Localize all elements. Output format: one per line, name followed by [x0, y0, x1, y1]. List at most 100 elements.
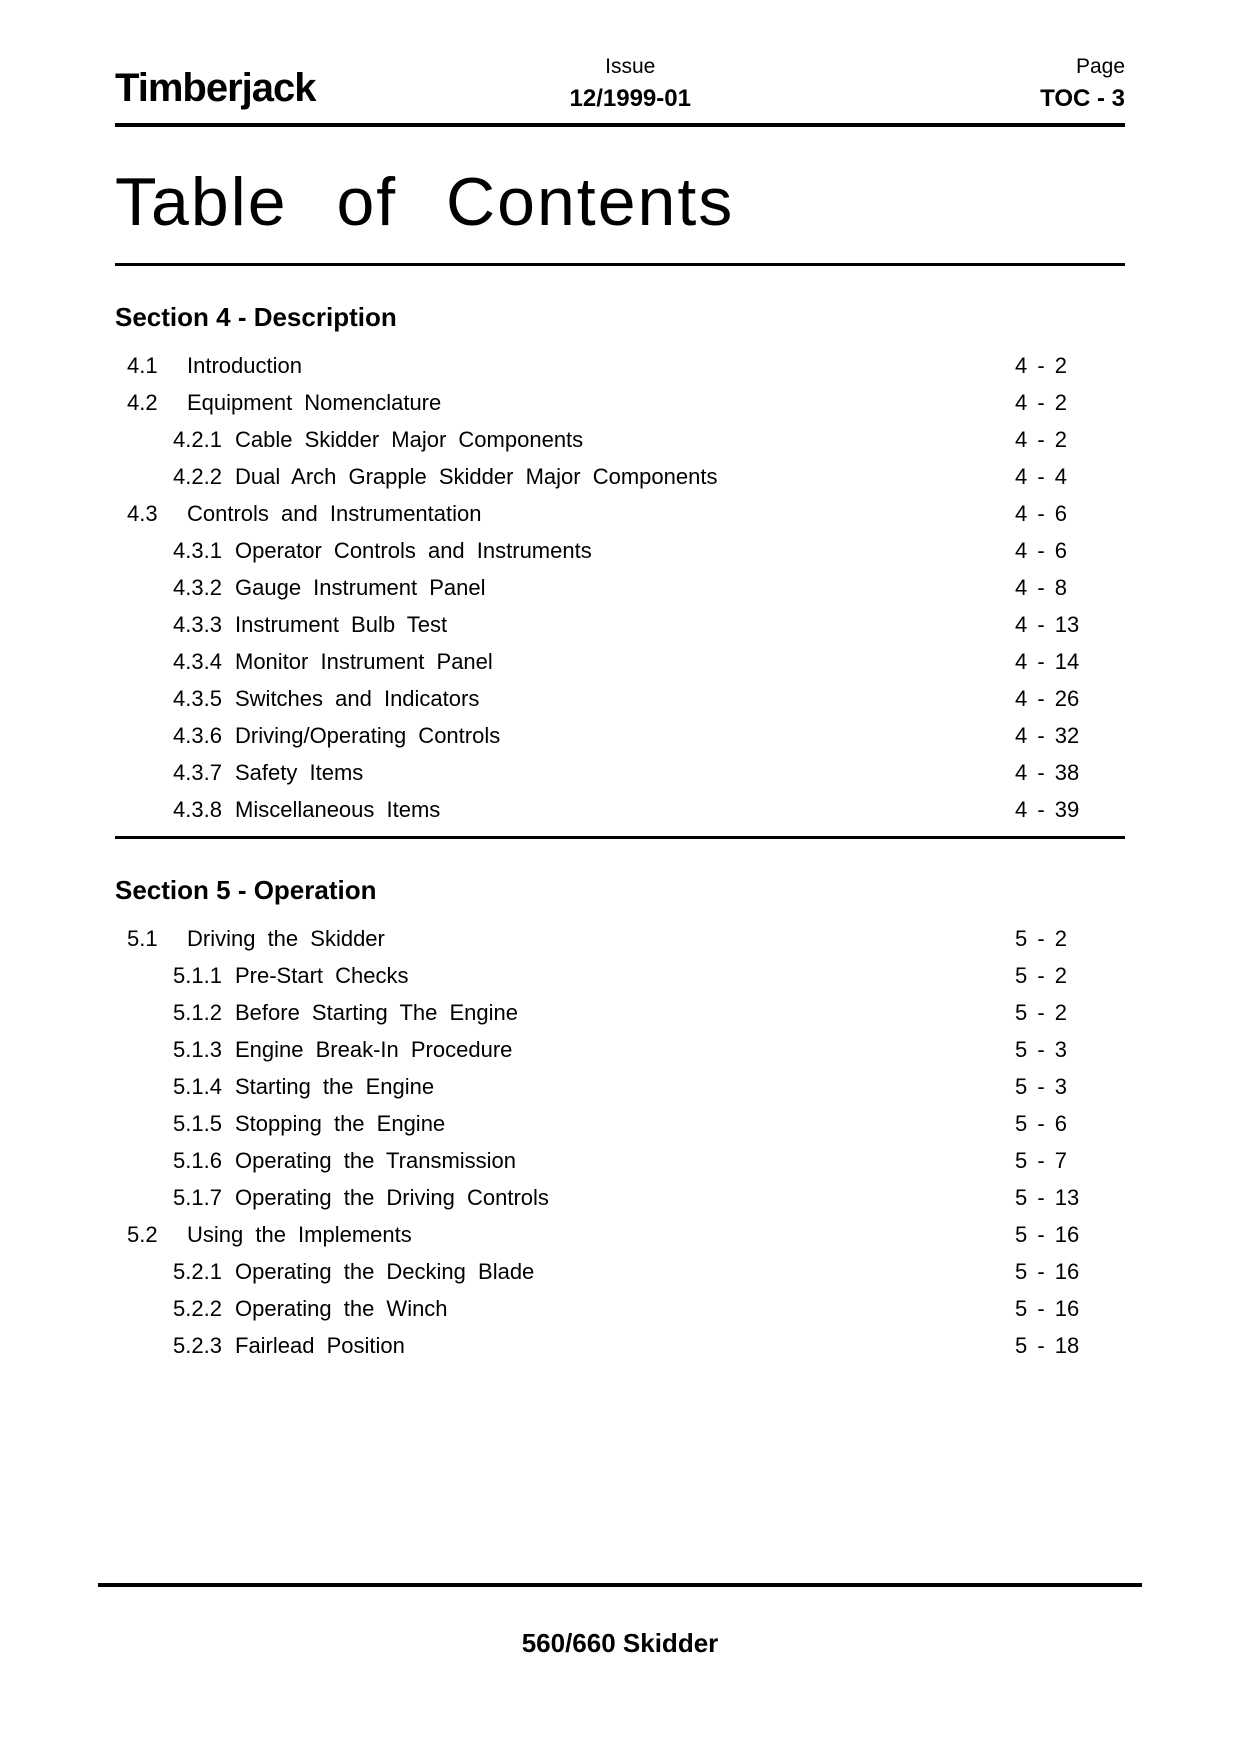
toc-entry-page: 5 - 2: [1015, 928, 1125, 950]
toc-entry-number: 5.1.7: [115, 1187, 235, 1209]
toc-entry-text: Pre-Start Checks: [235, 965, 1015, 987]
toc-list: 5.1Driving the Skidder5 - 2 5.1.1Pre-Star…: [115, 928, 1125, 1357]
toc-entry-number: 4.3: [115, 503, 187, 525]
toc-entry-number: 5.1.5: [115, 1113, 235, 1135]
toc-entry-number: 5.2: [115, 1224, 187, 1246]
toc-entry-number: 5.2.1: [115, 1261, 235, 1283]
toc-entry-page: 4 - 32: [1015, 725, 1125, 747]
toc-row: 4.3.6Driving/Operating Controls4 - 32: [115, 725, 1125, 747]
toc-entry-number: 4.3.1: [115, 540, 235, 562]
toc-entry-number: 4.2.2: [115, 466, 235, 488]
toc-entry-page: 4 - 2: [1015, 355, 1125, 377]
toc-entry-page: 5 - 18: [1015, 1335, 1125, 1357]
toc-entry-page: 4 - 6: [1015, 540, 1125, 562]
toc-entry-text: Operating the Winch: [235, 1298, 1015, 1320]
toc-entry-text: Switches and Indicators: [235, 688, 1015, 710]
toc-row: 4.2.1Cable Skidder Major Components4 - 2: [115, 429, 1125, 451]
toc-entry-page: 4 - 8: [1015, 577, 1125, 599]
toc-row: 5.1.1Pre-Start Checks5 - 2: [115, 965, 1125, 987]
toc-row: 4.3.3Instrument Bulb Test4 - 13: [115, 614, 1125, 636]
toc-entry-text: Fairlead Position: [235, 1335, 1015, 1357]
toc-entry-page: 5 - 2: [1015, 965, 1125, 987]
toc-entry-text: Before Starting The Engine: [235, 1002, 1015, 1024]
toc-entry-page: 5 - 3: [1015, 1076, 1125, 1098]
toc-row: 5.1.6Operating the Transmission5 - 7: [115, 1150, 1125, 1172]
toc-entry-text: Operating the Transmission: [235, 1150, 1015, 1172]
toc-entry-number: 5.2.3: [115, 1335, 235, 1357]
toc-row: 4.3.5Switches and Indicators4 - 26: [115, 688, 1125, 710]
toc-entry-number: 4.2: [115, 392, 187, 414]
toc-entry-text: Engine Break-In Procedure: [235, 1039, 1015, 1061]
toc-row: 5.1.5Stopping the Engine5 - 6: [115, 1113, 1125, 1135]
toc-row: 5.1Driving the Skidder5 - 2: [115, 928, 1125, 950]
toc-row: 4.3.8Miscellaneous Items4 - 39: [115, 799, 1125, 821]
toc-entry-text: Introduction: [187, 355, 1015, 377]
page-header: Timberjack Issue 12/1999-01 Page TOC - 3: [115, 55, 1125, 123]
toc-entry-number: 4.3.7: [115, 762, 235, 784]
toc-entry-text: Gauge Instrument Panel: [235, 577, 1015, 599]
toc-entry-number: 5.1.3: [115, 1039, 235, 1061]
toc-entry-number: 5.1.4: [115, 1076, 235, 1098]
toc-entry-page: 5 - 6: [1015, 1113, 1125, 1135]
toc-entry-number: 4.1: [115, 355, 187, 377]
toc-entry-text: Instrument Bulb Test: [235, 614, 1015, 636]
toc-row: 5.1.3Engine Break-In Procedure5 - 3: [115, 1039, 1125, 1061]
toc-entry-page: 5 - 16: [1015, 1298, 1125, 1320]
toc-entry-page: 4 - 38: [1015, 762, 1125, 784]
toc-entry-number: 5.1.6: [115, 1150, 235, 1172]
toc-entry-text: Driving the Skidder: [187, 928, 1015, 950]
title-rule: [115, 263, 1125, 266]
toc-entry-number: 4.3.6: [115, 725, 235, 747]
toc-entry-text: Miscellaneous Items: [235, 799, 1015, 821]
toc-row: 4.2.2Dual Arch Grapple Skidder Major Com…: [115, 466, 1125, 488]
toc-entry-number: 4.3.5: [115, 688, 235, 710]
toc-row: 5.1.2Before Starting The Engine5 - 2: [115, 1002, 1125, 1024]
toc-row: 5.2.3Fairlead Position5 - 18: [115, 1335, 1125, 1357]
toc-entry-number: 4.3.8: [115, 799, 235, 821]
toc-row: 4.3Controls and Instrumentation4 - 6: [115, 503, 1125, 525]
toc-row: 5.1.4Starting the Engine5 - 3: [115, 1076, 1125, 1098]
toc-row: 4.3.4Monitor Instrument Panel4 - 14: [115, 651, 1125, 673]
toc-entry-text: Driving/Operating Controls: [235, 725, 1015, 747]
toc-entry-text: Stopping the Engine: [235, 1113, 1015, 1135]
page-title: Table of Contents: [115, 163, 1125, 241]
section-heading: Section 5 - Operation: [115, 875, 1125, 906]
toc-entry-page: 4 - 14: [1015, 651, 1125, 673]
toc-entry-text: Equipment Nomenclature: [187, 392, 1015, 414]
toc-entry-number: 5.1.1: [115, 965, 235, 987]
header-page-block: Page TOC - 3: [945, 55, 1125, 113]
toc-entry-page: 4 - 13: [1015, 614, 1125, 636]
section-divider: [115, 836, 1125, 839]
toc-row: 4.3.7Safety Items4 - 38: [115, 762, 1125, 784]
toc-entry-page: 5 - 16: [1015, 1261, 1125, 1283]
footer-text: 560/660 Skidder: [0, 1628, 1240, 1659]
toc-entry-text: Dual Arch Grapple Skidder Major Componen…: [235, 466, 1015, 488]
toc-entry-text: Safety Items: [235, 762, 1015, 784]
header-issue-block: Issue 12/1999-01: [316, 55, 946, 113]
toc-row: 4.3.2Gauge Instrument Panel4 - 8: [115, 577, 1125, 599]
toc-entry-text: Cable Skidder Major Components: [235, 429, 1015, 451]
toc-entry-text: Operating the Driving Controls: [235, 1187, 1015, 1209]
toc-entry-text: Operator Controls and Instruments: [235, 540, 1015, 562]
toc-entry-page: 4 - 26: [1015, 688, 1125, 710]
toc-row: 5.2.2Operating the Winch5 - 16: [115, 1298, 1125, 1320]
page-value: TOC - 3: [945, 85, 1125, 113]
toc-list: 4.1Introduction4 - 24.2Equipment Nomencl…: [115, 355, 1125, 821]
toc-entry-number: 4.2.1: [115, 429, 235, 451]
toc-row: 4.1Introduction4 - 2: [115, 355, 1125, 377]
page: Timberjack Issue 12/1999-01 Page TOC - 3…: [0, 0, 1240, 1357]
toc-entry-page: 5 - 7: [1015, 1150, 1125, 1172]
toc-entry-page: 4 - 39: [1015, 799, 1125, 821]
issue-label: Issue: [316, 55, 946, 79]
toc-entry-text: Monitor Instrument Panel: [235, 651, 1015, 673]
toc-entry-page: 4 - 4: [1015, 466, 1125, 488]
toc-entry-text: Operating the Decking Blade: [235, 1261, 1015, 1283]
footer-rule-wrap: [98, 1583, 1142, 1587]
toc-row: 5.2.1Operating the Decking Blade5 - 16: [115, 1261, 1125, 1283]
toc-entry-number: 4.3.4: [115, 651, 235, 673]
toc-entry-page: 5 - 2: [1015, 1002, 1125, 1024]
toc-row: 4.3.1Operator Controls and Instruments4 …: [115, 540, 1125, 562]
toc-entry-page: 4 - 2: [1015, 429, 1125, 451]
toc-entry-number: 5.2.2: [115, 1298, 235, 1320]
section-heading: Section 4 - Description: [115, 302, 1125, 333]
